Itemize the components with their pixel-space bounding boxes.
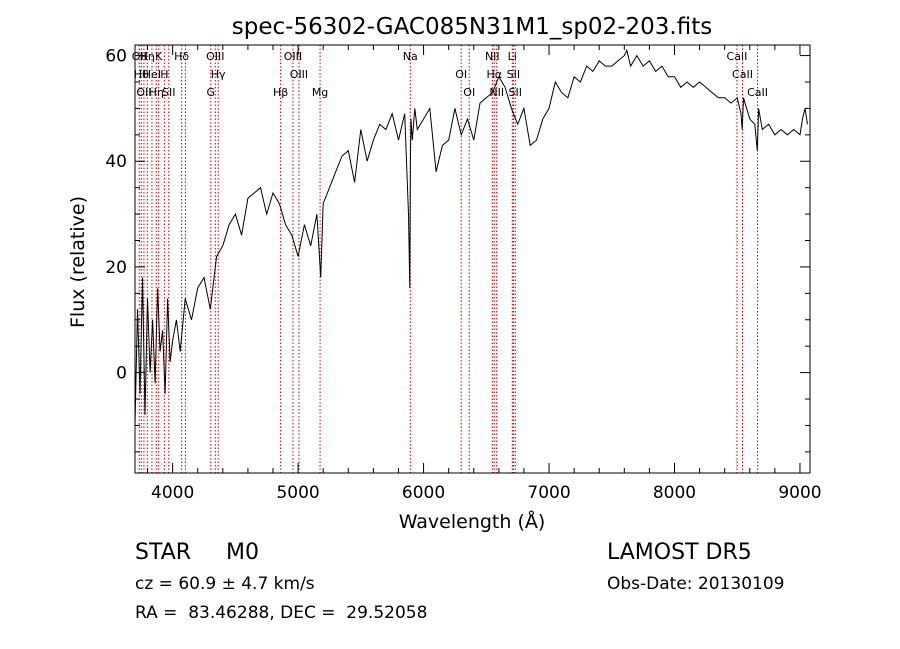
spectral-marker-label: Hγ — [211, 68, 226, 81]
survey-name: LAMOST DR5 — [607, 540, 752, 565]
spectral-marker-label: G — [207, 86, 216, 99]
x-tick-label: 6000 — [402, 483, 445, 503]
spectral-marker-label: K — [155, 50, 163, 63]
spectral-line-markers — [138, 45, 759, 473]
spectral-marker-label: OIII — [290, 68, 308, 81]
axis-ticks: 4000 5000 6000 7000 8000 9000 0 20 40 60 — [105, 45, 822, 503]
spectral-marker-label: OII — [136, 86, 151, 99]
spectral-marker-label: OIII — [206, 50, 224, 63]
spectral-marker-label: NII — [485, 50, 500, 63]
y-tick-label: 40 — [105, 152, 127, 172]
y-tick-label: 20 — [105, 258, 127, 278]
spectral-marker-label: SII — [507, 68, 520, 81]
spectral-marker-label: SII — [162, 86, 175, 99]
spectral-marker-label: Li — [508, 50, 517, 63]
spectral-marker-label: OI — [455, 68, 467, 81]
spectral-line-labels: OIIHθOIIHηHeIHηKHSIIHδGOIIIHγHβOIIIOIIIM… — [132, 50, 768, 99]
spectral-marker-label: CaII — [732, 68, 753, 81]
spectral-marker-label: Hδ — [174, 50, 189, 63]
x-tick-label: 5000 — [276, 483, 319, 503]
spectral-marker-label: NII — [489, 86, 504, 99]
object-class: STAR M0 — [135, 540, 259, 565]
observation-date: Obs-Date: 20130109 — [607, 574, 785, 594]
spectral-marker-label: HeI — [143, 68, 161, 81]
x-axis-label: Wavelength (Å) — [399, 510, 546, 533]
plot-border — [134, 44, 811, 474]
spectral-marker-label: CaII — [727, 50, 748, 63]
spectral-marker-label: OIII — [284, 50, 302, 63]
spectrum-line — [134, 48, 808, 426]
spectral-marker-label: Hη — [140, 50, 155, 63]
spectral-marker-label: Hη — [149, 86, 164, 99]
spectral-marker-label: Hθ — [134, 68, 149, 81]
plot-frame — [134, 44, 811, 474]
spectral-marker-label: CaII — [747, 86, 768, 99]
x-tick-label: 8000 — [653, 483, 696, 503]
spectral-marker-label: Hβ — [273, 86, 288, 99]
chart-title: spec-56302-GAC085N31M1_sp02-203.fits — [232, 14, 712, 40]
x-tick-label: 7000 — [527, 483, 570, 503]
spectral-marker-label: Mg — [312, 86, 328, 99]
spectral-marker-label: OI — [463, 86, 475, 99]
sky-coordinates: RA = 83.46288, DEC = 29.52058 — [135, 603, 428, 623]
x-tick-label: 4000 — [151, 483, 194, 503]
spectral-marker-label: SII — [509, 86, 522, 99]
x-tick-label: 9000 — [778, 483, 821, 503]
spectral-marker-label: Na — [403, 50, 418, 63]
y-axis-label: Flux (relative) — [67, 196, 89, 328]
y-tick-label: 60 — [105, 47, 127, 67]
redshift-velocity: cz = 60.9 ± 4.7 km/s — [135, 574, 315, 594]
y-tick-label: 0 — [116, 364, 127, 384]
spectral-marker-label: H — [160, 68, 168, 81]
